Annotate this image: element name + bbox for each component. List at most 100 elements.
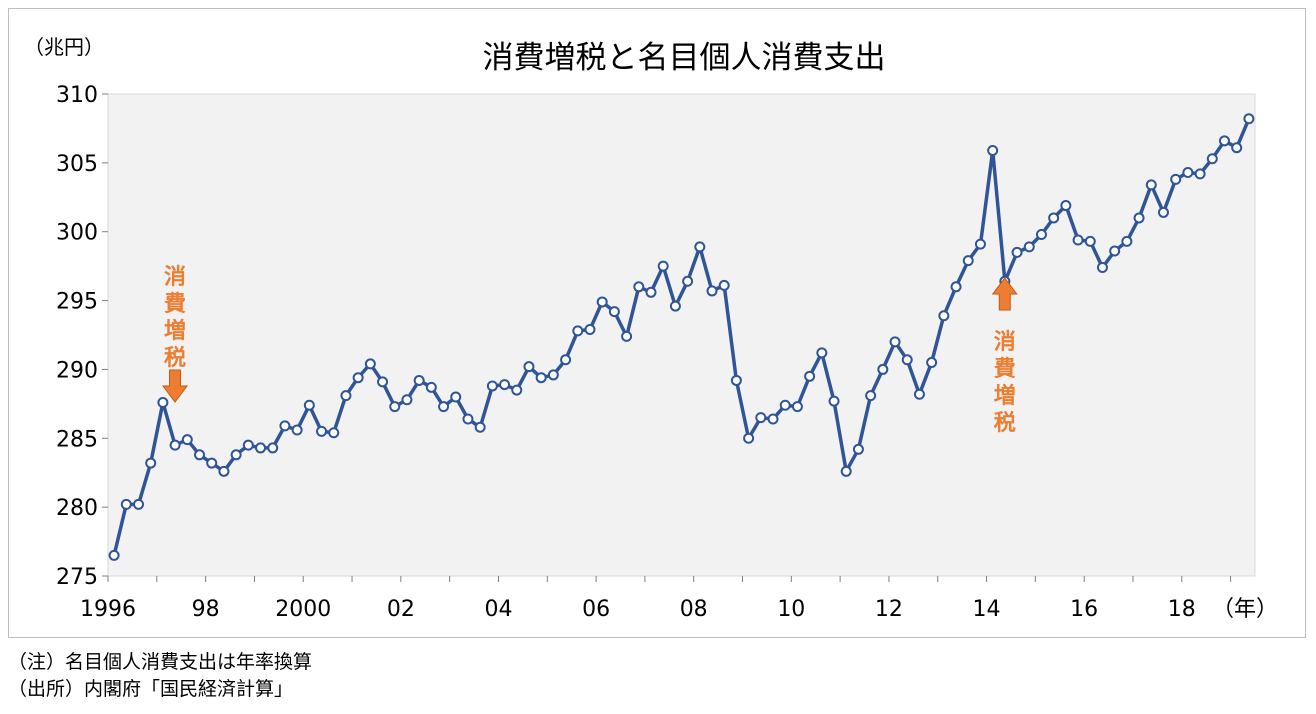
data-point xyxy=(450,391,462,403)
x-tick-label: 14 xyxy=(973,597,1001,622)
data-point xyxy=(352,372,364,384)
data-point xyxy=(1218,135,1230,147)
data-point xyxy=(913,388,925,400)
data-point xyxy=(779,399,791,411)
chart-title: 消費増税と名目個人消費支出 xyxy=(483,40,886,76)
data-point xyxy=(901,354,913,366)
data-point xyxy=(1096,262,1108,274)
data-point xyxy=(194,449,206,461)
data-point xyxy=(218,465,230,477)
data-point xyxy=(608,306,620,318)
data-point xyxy=(755,412,767,424)
data-point xyxy=(145,457,157,469)
data-point xyxy=(706,285,718,297)
data-point xyxy=(425,381,437,393)
series-line xyxy=(112,118,1251,556)
data-point xyxy=(340,390,352,402)
data-point xyxy=(486,380,498,392)
x-tick-label: 18 xyxy=(1168,597,1196,622)
data-point xyxy=(242,439,254,451)
data-point xyxy=(621,330,633,342)
data-point xyxy=(816,347,828,359)
data-point xyxy=(413,374,425,386)
x-tick-label: 2000 xyxy=(275,597,331,622)
y-tick-label: 295 xyxy=(56,290,98,315)
annotation-arrow xyxy=(991,277,1018,311)
x-tick-label: 1996 xyxy=(80,597,136,622)
data-point xyxy=(303,399,315,411)
data-point xyxy=(682,275,694,287)
data-point xyxy=(169,439,181,451)
data-point xyxy=(157,396,169,408)
annotation-char: 増 xyxy=(164,318,186,344)
data-point xyxy=(938,310,950,322)
data-point xyxy=(499,379,511,391)
data-point xyxy=(316,425,328,437)
data-point xyxy=(987,144,999,156)
data-point xyxy=(1157,206,1169,218)
footnote-source: （出所）内閣府「国民経済計算」 xyxy=(8,678,294,700)
plot-area xyxy=(107,93,1256,577)
data-point xyxy=(1011,246,1023,258)
data-point xyxy=(1048,212,1060,224)
data-point xyxy=(1170,173,1182,185)
data-point xyxy=(730,374,742,386)
data-point xyxy=(206,457,218,469)
x-tick-label: 08 xyxy=(680,597,708,622)
data-point xyxy=(1035,228,1047,240)
x-tick-label: 02 xyxy=(387,597,415,622)
x-tick-label: 10 xyxy=(777,597,805,622)
data-point xyxy=(547,369,559,381)
data-point xyxy=(279,420,291,432)
data-point xyxy=(267,442,279,454)
data-point xyxy=(1182,166,1194,178)
data-point xyxy=(523,361,535,373)
unit-label: （兆円） xyxy=(24,35,104,59)
data-point xyxy=(389,401,401,413)
data-point xyxy=(767,413,779,425)
data-point xyxy=(889,336,901,348)
data-point xyxy=(950,281,962,293)
data-point xyxy=(645,286,657,298)
y-tick-label: 285 xyxy=(56,427,98,452)
data-point xyxy=(877,363,889,375)
data-point xyxy=(596,296,608,308)
data-point xyxy=(840,465,852,477)
data-point xyxy=(328,427,340,439)
x-tick-label: 06 xyxy=(582,597,610,622)
data-point xyxy=(572,325,584,337)
y-tick-label: 280 xyxy=(56,496,98,521)
annotation-char: 費 xyxy=(164,292,186,317)
data-point xyxy=(474,421,486,433)
data-point xyxy=(718,279,730,291)
data-point xyxy=(974,238,986,250)
data-point xyxy=(120,498,132,510)
footnote-note: （注）名目個人消費支出は年率換算 xyxy=(8,651,313,673)
y-tick-label: 310 xyxy=(56,83,98,108)
data-point xyxy=(1084,235,1096,247)
chart: 275 280 285 290 295 300 305 310 1996 98 2000 02 04 06… xyxy=(24,35,1278,622)
data-point xyxy=(804,370,816,382)
data-point xyxy=(108,549,120,561)
data-point xyxy=(401,394,413,406)
annotation-char: 消 xyxy=(994,330,1016,355)
annotation-char: 消 xyxy=(164,265,186,290)
y-tick-label: 300 xyxy=(56,221,98,246)
y-tick-label: 275 xyxy=(56,565,98,590)
data-point xyxy=(560,354,572,366)
annotation-char: 税 xyxy=(994,410,1016,436)
data-point xyxy=(181,434,193,446)
annotation-char: 増 xyxy=(994,383,1016,409)
data-point xyxy=(657,260,669,272)
annotation-char: 費 xyxy=(994,357,1016,382)
data-point xyxy=(230,449,242,461)
data-point xyxy=(1133,212,1145,224)
data-point xyxy=(377,376,389,388)
data-point xyxy=(511,384,523,396)
x-tick-label: 98 xyxy=(192,597,220,622)
annotation-char: 税 xyxy=(164,345,186,371)
data-point xyxy=(852,443,864,455)
data-point xyxy=(865,390,877,402)
data-point xyxy=(633,281,645,293)
y-tick-label: 290 xyxy=(56,358,98,383)
